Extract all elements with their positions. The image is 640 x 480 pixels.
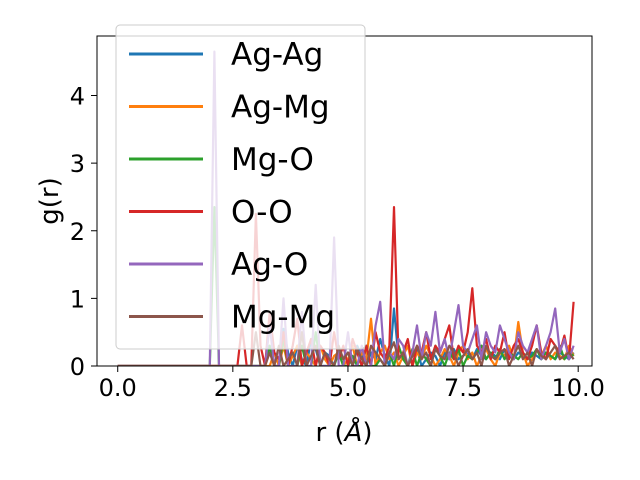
x-tick-label: 5.0 [329,374,367,402]
legend-label: Ag-Ag [231,37,323,73]
y-tick-label: 2 [70,218,85,246]
legend-label: Mg-O [231,142,314,178]
x-tick-label: 7.5 [444,374,482,402]
series-line-ag-mg [117,317,575,366]
legend-item-ag-ag: Ag-Ag [129,37,323,73]
series-line-mg-mg [117,331,575,366]
legend-item-mg-o: Mg-O [129,142,314,178]
legend-label: Ag-Mg [231,90,330,126]
x-tick-label: 10.0 [551,374,604,402]
legend-item-ag-mg: Ag-Mg [129,90,330,126]
legend-label: O-O [231,195,293,231]
x-tick-label: 0.0 [99,374,137,402]
x-axis-label: r (Å) [315,416,372,448]
legend-label: Mg-Mg [231,300,335,336]
legend-item-ag-o: Ag-O [129,247,308,283]
y-axis-label: g(r) [35,177,65,224]
legend: Ag-Ag Ag-Mg Mg-O O-O Ag-O Mg-Mg [115,24,366,350]
legend-label: Ag-O [231,247,308,283]
x-tick-label: 2.5 [214,374,252,402]
legend-item-o-o: O-O [129,195,293,231]
y-tick-label: 3 [70,150,85,178]
y-tick-label: 1 [70,285,85,313]
y-tick-label: 0 [70,353,85,381]
legend-item-mg-mg: Mg-Mg [129,300,335,336]
y-tick-label: 4 [70,83,85,111]
